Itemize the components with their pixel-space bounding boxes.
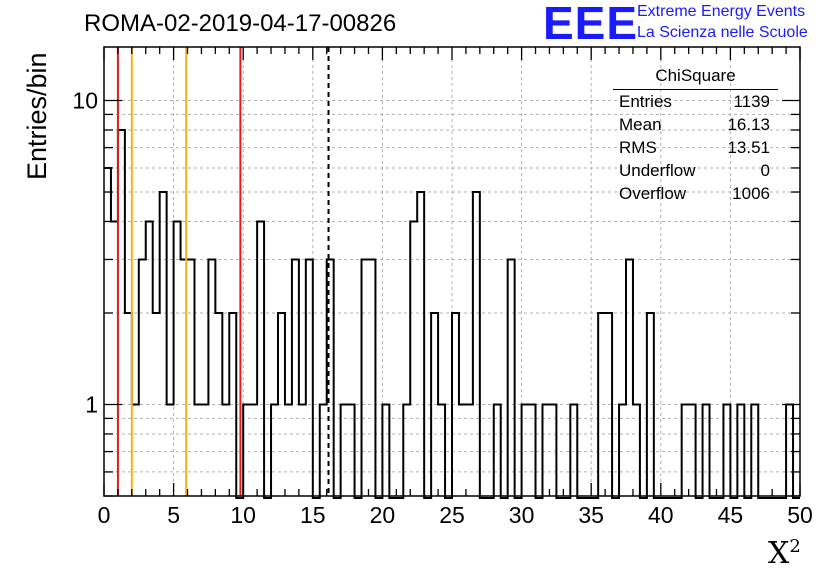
stats-value: 16.13	[727, 115, 770, 134]
eee-logo: EEE	[543, 0, 639, 49]
axis-ticks: 0 5 10 15 20 25 30 35 40 45 50 1 10	[72, 47, 813, 528]
histogram-step-line	[104, 128, 800, 499]
y-tick-label: 1	[85, 391, 98, 417]
x-tick-label: 25	[439, 502, 465, 528]
stats-value: 1139	[733, 92, 770, 111]
stats-row-overflow: Overflow 1006	[613, 182, 778, 205]
stats-value: 0	[760, 161, 770, 180]
stats-label: Entries	[619, 92, 672, 111]
y-tick-label: 10	[72, 88, 98, 114]
stats-row-rms: RMS 13.51	[613, 136, 778, 159]
x-tick-label: 30	[509, 502, 535, 528]
stats-label: Underflow	[619, 161, 696, 180]
x-tick-label: 45	[718, 502, 744, 528]
stats-title: ChiSquare	[613, 66, 778, 90]
stats-label: RMS	[619, 138, 657, 157]
stats-row-entries: Entries 1139	[613, 90, 778, 113]
stats-row-mean: Mean 16.13	[613, 113, 778, 136]
stats-label: Overflow	[619, 184, 687, 203]
x-tick-label: 15	[300, 502, 326, 528]
stats-box: ChiSquare Entries 1139 Mean 16.13 RMS 13…	[613, 66, 778, 205]
stats-value: 13.51	[727, 138, 770, 157]
stats-value: 1006	[732, 184, 770, 203]
x-tick-label: 35	[578, 502, 604, 528]
chart-title: ROMA-02-2019-04-17-00826	[84, 10, 397, 37]
logo-line-1: Extreme Energy Events	[637, 3, 806, 20]
x-tick-label: 10	[230, 502, 256, 528]
stats-row-underflow: Underflow 0	[613, 159, 778, 182]
x-tick-label: 0	[98, 502, 111, 528]
x-tick-label: 20	[370, 502, 396, 528]
reference-lines	[116, 47, 330, 496]
x-axis-label: X2	[768, 536, 801, 571]
x-tick-label: 40	[648, 502, 674, 528]
x-tick-label: 5	[167, 502, 180, 528]
x-tick-label: 50	[787, 502, 813, 528]
y-axis-label: Entries/bin	[22, 52, 52, 180]
logo-line-2: La Scienza nelle Scuole	[637, 24, 808, 41]
stats-label: Mean	[619, 115, 662, 134]
